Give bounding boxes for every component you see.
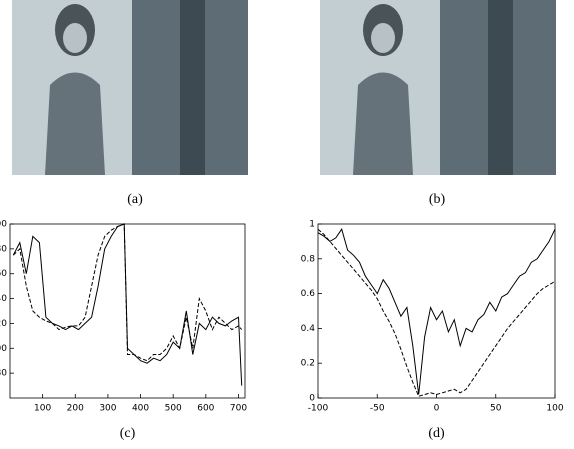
photo-b bbox=[320, 0, 556, 175]
y-tick-label: 00 bbox=[0, 344, 7, 354]
plot-frame bbox=[9, 223, 246, 399]
y-tick-label: 1 bbox=[309, 220, 315, 230]
data-line bbox=[317, 228, 556, 397]
y-tick-label: 0 bbox=[309, 394, 315, 404]
x-tick-label: 100 bbox=[546, 404, 563, 414]
x-tick-label: 700 bbox=[230, 404, 247, 414]
y-tick-label: 0.6 bbox=[301, 289, 316, 299]
x-tick-label: 50 bbox=[490, 404, 502, 414]
y-tick-label: 80 bbox=[0, 244, 7, 254]
caption: (d) bbox=[428, 426, 445, 441]
x-tick-label: 500 bbox=[165, 404, 182, 414]
y-tick-label: 40 bbox=[0, 294, 7, 304]
x-tick-label: 200 bbox=[67, 404, 84, 414]
y-tick-label: 20 bbox=[0, 319, 7, 329]
x-tick-label: -100 bbox=[308, 404, 329, 414]
data-line bbox=[12, 223, 243, 362]
x-tick-label: 400 bbox=[132, 404, 149, 414]
x-tick-label: 300 bbox=[99, 404, 116, 414]
caption: (b) bbox=[429, 192, 446, 207]
y-tick-label: 00 bbox=[0, 220, 7, 230]
y-tick-label: 0.2 bbox=[301, 359, 315, 369]
x-tick-label: 600 bbox=[197, 404, 214, 414]
y-tick-label: 0.8 bbox=[301, 254, 316, 264]
caption: (a) bbox=[127, 192, 143, 207]
x-tick-label: 100 bbox=[34, 404, 51, 414]
y-tick-label: 60 bbox=[0, 269, 7, 279]
x-tick-label: 0 bbox=[434, 404, 440, 414]
photo-a bbox=[12, 0, 248, 175]
data-line bbox=[317, 228, 556, 395]
y-tick-label: 80 bbox=[0, 369, 7, 379]
x-tick-label: -50 bbox=[370, 404, 385, 414]
caption: (c) bbox=[120, 426, 136, 441]
y-tick-label: 0.4 bbox=[301, 324, 316, 334]
data-line bbox=[12, 223, 243, 386]
plot-frame bbox=[317, 223, 556, 399]
